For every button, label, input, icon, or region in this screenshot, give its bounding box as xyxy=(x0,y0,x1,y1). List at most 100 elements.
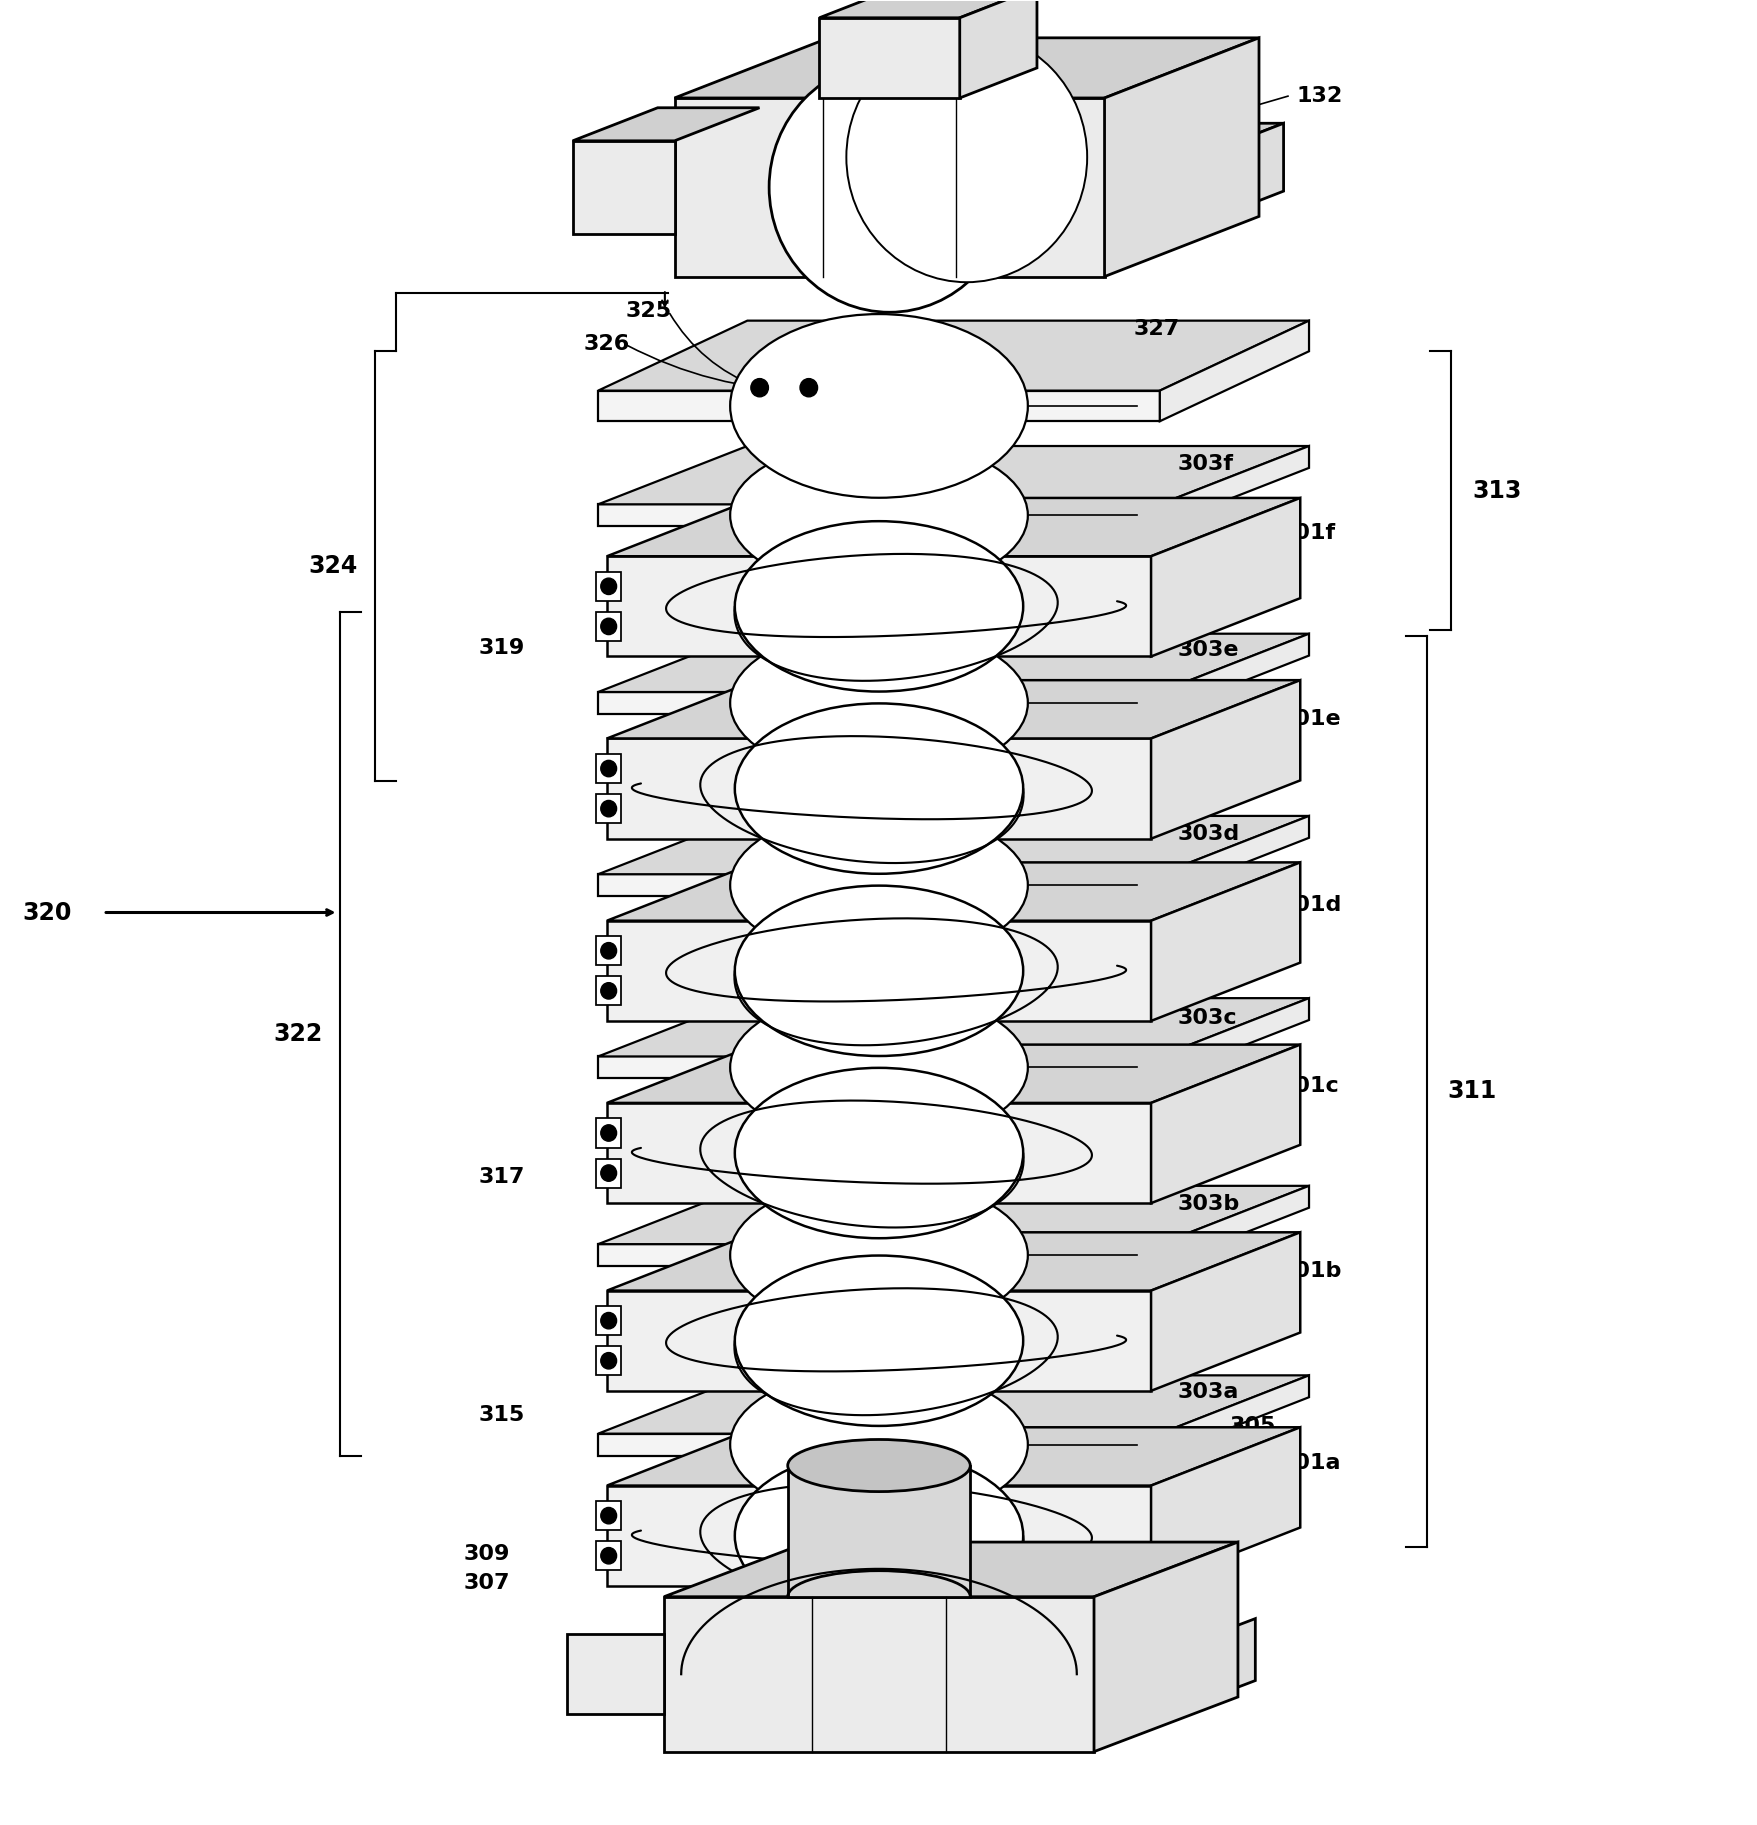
Text: 326: 326 xyxy=(583,334,629,354)
Polygon shape xyxy=(664,1542,1237,1597)
Polygon shape xyxy=(959,0,1037,99)
Polygon shape xyxy=(596,1119,620,1148)
Text: 301b: 301b xyxy=(1279,1261,1341,1281)
Polygon shape xyxy=(596,794,620,823)
Polygon shape xyxy=(1151,1427,1300,1586)
Polygon shape xyxy=(1151,1044,1300,1203)
Text: 303d: 303d xyxy=(1177,825,1239,845)
Polygon shape xyxy=(606,1427,1300,1486)
Circle shape xyxy=(601,579,617,595)
Ellipse shape xyxy=(729,626,1028,779)
Polygon shape xyxy=(597,998,1309,1057)
Text: 311: 311 xyxy=(1446,1079,1497,1102)
Ellipse shape xyxy=(734,885,1023,1057)
Polygon shape xyxy=(597,321,1309,391)
Polygon shape xyxy=(596,754,620,783)
Polygon shape xyxy=(606,920,1151,1020)
Ellipse shape xyxy=(845,33,1086,283)
Text: 315: 315 xyxy=(478,1405,524,1425)
Circle shape xyxy=(601,801,617,818)
Ellipse shape xyxy=(787,1440,970,1491)
Polygon shape xyxy=(1160,1376,1309,1456)
Text: 320: 320 xyxy=(23,900,72,925)
Polygon shape xyxy=(675,99,1103,277)
Text: 305: 305 xyxy=(1230,1416,1276,1436)
Circle shape xyxy=(601,1507,617,1524)
Polygon shape xyxy=(1151,498,1300,657)
Polygon shape xyxy=(596,1159,620,1188)
Text: 307: 307 xyxy=(464,1573,510,1593)
Polygon shape xyxy=(1160,998,1309,1079)
Text: 303f: 303f xyxy=(1177,454,1233,474)
Text: 324: 324 xyxy=(307,555,357,579)
Polygon shape xyxy=(597,1245,1160,1267)
Text: 134: 134 xyxy=(861,1699,907,1719)
Ellipse shape xyxy=(729,438,1028,591)
Ellipse shape xyxy=(734,1451,1023,1621)
Polygon shape xyxy=(596,571,620,600)
Polygon shape xyxy=(606,557,1151,657)
Circle shape xyxy=(601,1352,617,1369)
Polygon shape xyxy=(819,18,959,99)
Text: 327: 327 xyxy=(1133,319,1179,339)
Polygon shape xyxy=(606,1102,1151,1203)
Ellipse shape xyxy=(729,314,1028,498)
Circle shape xyxy=(799,378,817,396)
Circle shape xyxy=(601,1312,617,1329)
Polygon shape xyxy=(573,108,759,141)
Polygon shape xyxy=(596,976,620,1006)
Text: 303e: 303e xyxy=(1177,641,1239,661)
Polygon shape xyxy=(597,1186,1309,1245)
Ellipse shape xyxy=(729,808,1028,962)
Ellipse shape xyxy=(768,62,1009,312)
Polygon shape xyxy=(597,874,1160,896)
Text: 303c: 303c xyxy=(1177,1007,1237,1027)
Polygon shape xyxy=(1160,1186,1309,1267)
Polygon shape xyxy=(606,1044,1300,1102)
Ellipse shape xyxy=(734,703,1023,874)
Polygon shape xyxy=(597,692,1160,714)
Ellipse shape xyxy=(734,1068,1023,1237)
Text: 309: 309 xyxy=(464,1544,510,1564)
Circle shape xyxy=(601,1548,617,1564)
Text: 317: 317 xyxy=(478,1166,524,1186)
Text: 132: 132 xyxy=(1297,86,1342,106)
Ellipse shape xyxy=(729,1179,1028,1332)
Polygon shape xyxy=(606,498,1300,557)
Polygon shape xyxy=(1160,445,1309,526)
Polygon shape xyxy=(568,1633,664,1714)
Circle shape xyxy=(601,1124,617,1141)
Text: 313: 313 xyxy=(1471,478,1522,502)
Polygon shape xyxy=(787,1465,970,1597)
Ellipse shape xyxy=(734,1256,1023,1425)
Polygon shape xyxy=(1103,38,1258,277)
Polygon shape xyxy=(1102,1642,1189,1705)
Text: 322: 322 xyxy=(272,1022,323,1046)
Polygon shape xyxy=(606,1232,1300,1290)
Text: 303a: 303a xyxy=(1177,1382,1239,1402)
Polygon shape xyxy=(1160,321,1309,422)
Polygon shape xyxy=(1189,1619,1254,1705)
Polygon shape xyxy=(819,0,1037,18)
Polygon shape xyxy=(1093,1542,1237,1752)
Polygon shape xyxy=(573,141,675,234)
Polygon shape xyxy=(1151,863,1300,1020)
Circle shape xyxy=(601,982,617,998)
Polygon shape xyxy=(596,1502,620,1529)
Polygon shape xyxy=(597,816,1309,874)
Polygon shape xyxy=(597,1057,1160,1079)
Polygon shape xyxy=(606,739,1151,840)
Polygon shape xyxy=(597,391,1160,422)
Text: 319: 319 xyxy=(478,639,524,659)
Text: 301d: 301d xyxy=(1279,896,1341,914)
Polygon shape xyxy=(596,1347,620,1376)
Circle shape xyxy=(601,619,617,635)
Polygon shape xyxy=(606,863,1300,920)
Polygon shape xyxy=(1160,633,1309,714)
Polygon shape xyxy=(606,1290,1151,1391)
Circle shape xyxy=(750,378,768,396)
Text: 207: 207 xyxy=(1079,1642,1124,1663)
Polygon shape xyxy=(1205,124,1283,221)
Polygon shape xyxy=(597,1376,1309,1434)
Polygon shape xyxy=(1151,1232,1300,1391)
